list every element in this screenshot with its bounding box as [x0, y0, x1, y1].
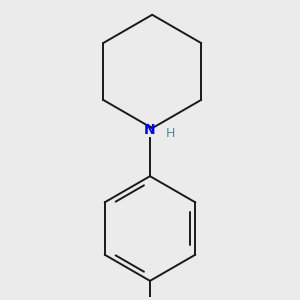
Text: H: H — [166, 127, 175, 140]
Text: N: N — [144, 123, 156, 137]
